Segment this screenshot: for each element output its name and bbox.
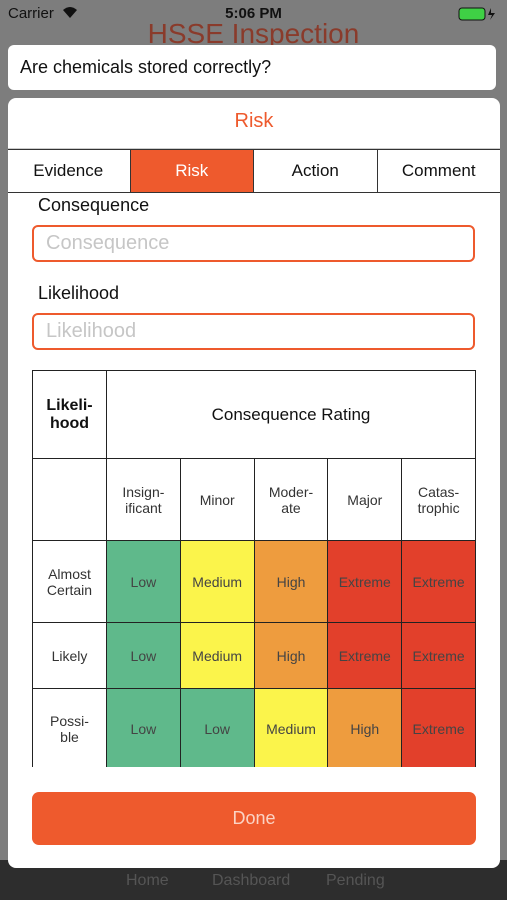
rating-cell: Low — [106, 622, 181, 689]
rating-cell: High — [327, 688, 403, 767]
heading: Consequence Rating — [106, 370, 476, 459]
rating-cell: Medium — [253, 688, 329, 767]
battery-icon — [458, 7, 495, 21]
likelihood-input[interactable]: Likelihood — [32, 313, 475, 350]
tab[interactable]: Comment — [376, 149, 500, 193]
field-label: Likelihood — [38, 283, 120, 303]
status-bar: Carrier 5:06 PM — [0, 0, 507, 28]
matrix-row: Almost Certain Low Medium High Extreme Extrem… — [32, 540, 476, 623]
field-label: Consequence — [38, 195, 150, 215]
rating-cell: High — [253, 622, 329, 689]
risk-matrix: Likeli- hood Consequence Rating Insign- if… — [32, 370, 476, 767]
matrix-row: Likeli- hood Consequence Rating — [32, 370, 476, 459]
tab-dashboard: Dashboard — [212, 872, 291, 889]
column-header: Insign- ificant — [106, 458, 181, 541]
wifi-icon — [63, 7, 77, 18]
done-button[interactable]: Done — [32, 792, 476, 845]
tab[interactable]: Risk — [129, 149, 254, 193]
column-header: Minor — [179, 458, 255, 541]
consequence-input[interactable]: Consequence — [32, 225, 475, 262]
column-header: Catas- trophic — [401, 458, 476, 541]
question: Are chemicals stored correctly? — [8, 45, 496, 90]
matrix-row: Possi- ble Low Low Medium High Extreme — [32, 688, 476, 767]
rating-cell: Extreme — [401, 540, 476, 623]
clock: 5:06 PM — [225, 5, 282, 22]
row-header: Likely — [32, 622, 107, 689]
rating-cell: Low — [106, 540, 181, 623]
rating-cell: Low — [179, 688, 255, 767]
rating-cell: Low — [106, 688, 181, 767]
tab-pending: Pending — [326, 872, 385, 889]
rating-cell: Extreme — [327, 622, 403, 689]
modal-title: Risk — [234, 110, 274, 132]
matrix-table: Likeli- hood Consequence Rating Insign- if… — [32, 370, 476, 767]
column-header: Major — [327, 458, 403, 541]
divider — [8, 148, 500, 149]
tab[interactable]: Evidence — [8, 149, 131, 193]
segment-tabs: Evidence Risk Action Comment — [8, 149, 500, 193]
tab[interactable]: Action — [253, 149, 378, 193]
rating-cell: Extreme — [401, 622, 476, 689]
risk-modal: Risk Evidence Risk Action Comment Consequen… — [8, 98, 500, 868]
rating-cell: Extreme — [327, 540, 403, 623]
row-header: Almost Certain — [32, 540, 107, 623]
corner-header: Likeli- hood — [32, 370, 107, 459]
rating-cell: Medium — [179, 540, 255, 623]
column-header: Moder- ate — [253, 458, 329, 541]
rating-cell: Medium — [179, 622, 255, 689]
rating-cell: High — [253, 540, 329, 623]
background-title: HSSE Inspection — [147, 18, 360, 49]
row-header: Possi- ble — [32, 688, 107, 767]
rating-cell: Extreme — [401, 688, 476, 767]
matrix-row: Insign- ificant Minor Moder- ate Major Catas… — [32, 458, 476, 541]
matrix-row: Likely Low Medium High Extreme Extreme — [32, 622, 476, 689]
empty-cell — [32, 458, 107, 541]
carrier: Carrier — [8, 5, 54, 22]
tab-home: Home — [126, 872, 169, 889]
